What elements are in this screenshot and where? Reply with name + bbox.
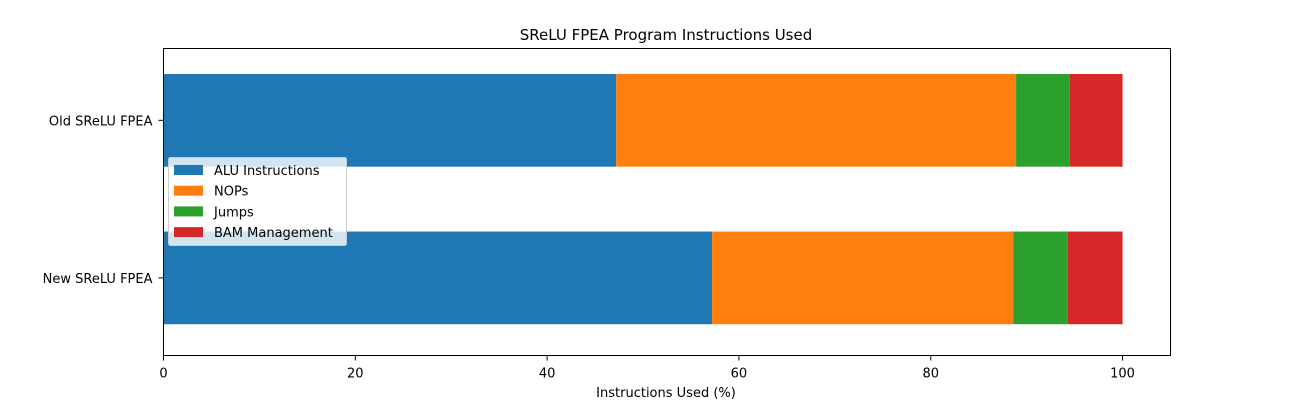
y-axis: Old SReLU FPEA New SReLU FPEA xyxy=(43,114,164,287)
legend-swatch xyxy=(174,185,203,196)
bar-jumps-new xyxy=(1013,231,1068,325)
legend-label: ALU Instructions xyxy=(214,164,320,179)
y-tick-label: Old SReLU FPEA xyxy=(49,114,153,129)
x-tick-label: 0 xyxy=(159,367,167,382)
bar-bam-management-new xyxy=(1067,231,1123,325)
legend-swatch xyxy=(174,227,203,238)
bar-bam-management-old xyxy=(1069,73,1123,167)
plot-frame xyxy=(163,48,1171,356)
bar-nops-old xyxy=(616,73,1017,167)
bar-jumps-old xyxy=(1016,73,1070,167)
x-axis: 0 20 40 60 80 100 xyxy=(159,355,1135,382)
x-tick-label: 80 xyxy=(922,367,939,382)
legend-label: NOPs xyxy=(214,185,249,200)
x-tick-label: 20 xyxy=(347,367,364,382)
legend-swatch xyxy=(174,206,203,217)
y-tick-label: New SReLU FPEA xyxy=(43,272,153,287)
x-axis-label: Instructions Used (%) xyxy=(596,386,736,400)
legend-box xyxy=(168,157,347,246)
chart-title: SReLU FPEA Program Instructions Used xyxy=(520,26,813,44)
x-tick-label: 40 xyxy=(539,367,556,382)
legend-label: Jumps xyxy=(213,205,254,220)
x-tick-label: 100 xyxy=(1110,367,1135,382)
legend-swatch xyxy=(174,165,203,175)
bar-alu-instructions-old xyxy=(163,73,617,167)
legend: ALU Instructions NOPs Jumps BAM Management xyxy=(168,157,347,246)
legend-label: BAM Management xyxy=(214,226,333,241)
x-tick-label: 60 xyxy=(731,367,748,382)
bars-group xyxy=(163,73,1123,325)
bar-nops-new xyxy=(712,231,1014,325)
bar-alu-instructions-new xyxy=(163,231,713,325)
